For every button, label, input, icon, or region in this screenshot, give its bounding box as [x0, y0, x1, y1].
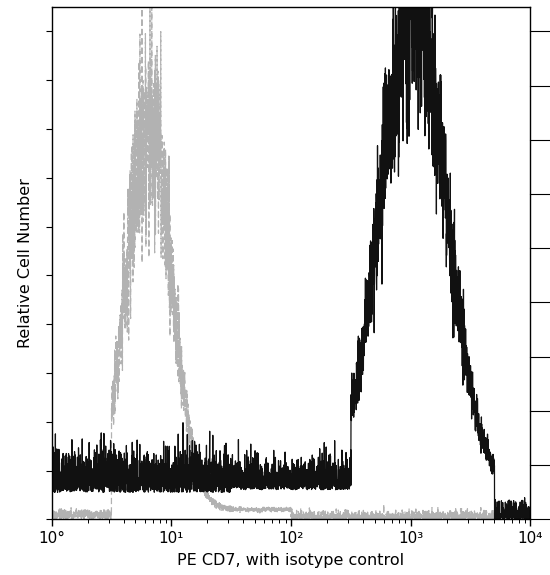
Y-axis label: Relative Cell Number: Relative Cell Number [18, 178, 33, 348]
X-axis label: PE CD7, with isotype control: PE CD7, with isotype control [178, 553, 405, 568]
